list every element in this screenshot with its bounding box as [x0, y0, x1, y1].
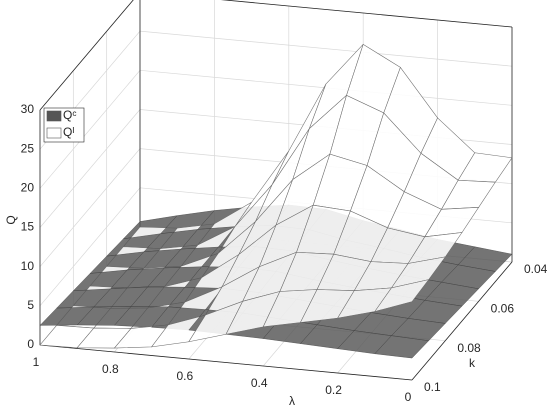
- x-tick-label: 1: [33, 355, 40, 369]
- y-tick-label: 0.06: [491, 302, 515, 316]
- z-tick-label: 5: [27, 298, 34, 312]
- x-tick-label: 0.8: [102, 362, 119, 376]
- legend-swatch: [46, 127, 62, 139]
- surface-patch: [374, 279, 430, 312]
- legend-swatch: [46, 110, 62, 122]
- axis-frame: [220, 0, 513, 28]
- z-tick-label: 0: [27, 337, 34, 351]
- grid-line: [39, 0, 513, 111]
- z-axis-label: Q: [4, 215, 18, 224]
- x-axis-label: λ: [289, 394, 295, 408]
- y-tick-label: 0.04: [524, 262, 548, 276]
- x-tick-label: 0.2: [325, 383, 342, 397]
- x-tick-label: 0.4: [251, 376, 268, 390]
- z-tick-label: 25: [21, 141, 35, 155]
- y-tick-label: 0.1: [424, 380, 441, 394]
- axis-frame: [411, 261, 513, 381]
- y-axis-label: k: [469, 356, 476, 370]
- legend-label: Qᴵ: [63, 125, 74, 139]
- legend-label: Qᶜ: [63, 108, 77, 122]
- x-tick-label: 0: [405, 390, 412, 404]
- legend: Qᶜ Qᴵ: [43, 107, 85, 143]
- axis-frame: [39, 0, 134, 111]
- x-tick-label: 0.6: [176, 369, 193, 383]
- z-tick-label: 15: [21, 220, 35, 234]
- z-tick-label: 10: [21, 259, 35, 273]
- surface-patch: [374, 335, 430, 359]
- z-tick-label: 30: [21, 102, 35, 116]
- y-tick-label: 0.08: [457, 341, 481, 355]
- z-tick-label: 20: [21, 181, 35, 195]
- axis-frame: [39, 344, 413, 381]
